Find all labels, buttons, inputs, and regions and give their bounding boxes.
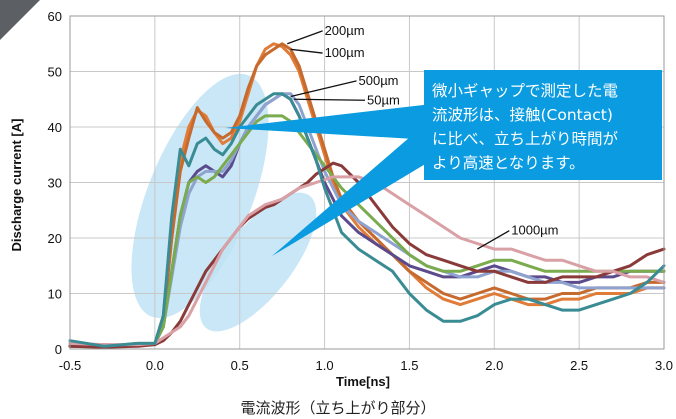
x-tick-label: 0.0 (146, 358, 164, 373)
callout-pointer (225, 104, 432, 140)
x-tick-label: -0.5 (59, 358, 81, 373)
x-tick-label: 3.0 (655, 358, 673, 373)
axes: -0.5 0.0 0.5 1.0 1.5 2.0 2.5 3.0 0 10 20 30 40 50 60 (48, 9, 674, 373)
x-axis-title: Time[ns] (336, 374, 390, 389)
label-leader-line (290, 48, 323, 54)
x-tick-label: 1.5 (400, 358, 418, 373)
callout-text-line: 流波形は、接触(Contact) (432, 106, 613, 124)
x-tick-label: 2.5 (570, 358, 588, 373)
series-line (68, 92, 666, 348)
series-line (68, 114, 666, 348)
callout-box (424, 70, 662, 180)
label-leader-line (294, 98, 366, 101)
series-line (68, 92, 666, 348)
series-line (68, 175, 666, 347)
label-leader-line (287, 30, 323, 45)
x-tick-label: 1.0 (316, 358, 334, 373)
callout-text-line: より高速となります。 (432, 154, 585, 172)
series-line (68, 161, 666, 349)
series-label: 500µm (359, 73, 399, 88)
callout-pointer (272, 118, 432, 256)
callout-text-line: に比べ、立ち上がり時間が (432, 130, 619, 148)
series-label: 50µm (367, 92, 400, 107)
series-label: 1000µm (511, 223, 558, 238)
x-tick-label: 0.5 (231, 358, 249, 373)
corner-decoration (0, 0, 40, 40)
y-tick-label: 20 (48, 231, 62, 246)
y-tick-label: 0 (55, 342, 62, 357)
figure-caption: 電流波形（立ち上がり部分） (240, 399, 436, 417)
y-tick-label: 60 (48, 9, 62, 24)
series-label: 200µm (325, 23, 365, 38)
series-label: 100µm (325, 45, 365, 60)
label-leader-line (290, 80, 357, 98)
y-tick-label: 50 (48, 65, 62, 80)
y-tick-label: 10 (48, 287, 62, 302)
plot-frame (69, 15, 665, 350)
x-tick-label: 2.0 (485, 358, 503, 373)
callout-text-line: 微小ギャップで測定した電 (432, 82, 618, 100)
highlight-ellipse (199, 192, 317, 332)
y-axis-title: Discharge current [A] (9, 119, 24, 252)
y-tick-label: 30 (48, 176, 62, 191)
y-tick-label: 40 (48, 120, 62, 135)
label-leader-line (476, 230, 510, 250)
